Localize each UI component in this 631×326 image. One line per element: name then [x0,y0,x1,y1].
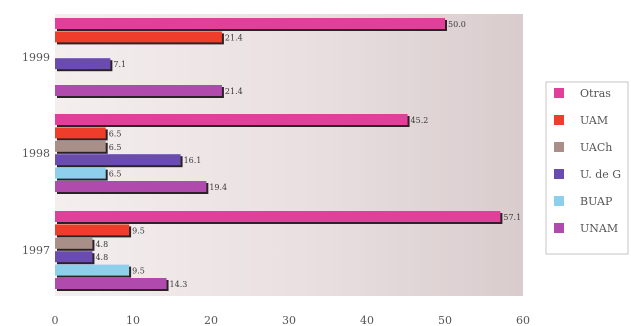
x-tick-label: 50 [438,314,452,326]
bar [55,127,106,139]
legend-label: U. de G [580,168,621,181]
bar-value-label: 4.8 [95,253,108,262]
bar-value-label: 9.5 [132,226,145,235]
value-labels-layer: 50.0 21.4 7.1 21.4 45.2 6.5 6.5 16.1 6.5 19.4 57.1… [95,20,521,289]
bar-value-label: 19.4 [209,183,227,192]
bar [55,211,501,222]
bar [55,237,93,249]
bar-value-label: 6.5 [109,129,122,138]
legend-swatch [554,142,564,152]
bar-value-label: 50.0 [448,20,466,29]
bar-value-label: 6.5 [109,170,122,179]
bar-value-label: 16.1 [184,156,202,165]
category-labels-layer: 1999 1998 1997 [22,51,50,257]
x-tick-label: 60 [516,314,530,326]
x-axis-ticks: 0 10 20 30 40 50 60 [52,314,531,326]
legend-swatch [554,115,564,125]
legend-swatch [554,196,564,206]
x-tick-label: 30 [282,314,296,326]
bar [55,181,207,192]
legend-label: Otras [580,87,611,100]
legend-swatch [554,223,564,233]
bar [55,251,93,263]
legend-swatch [554,88,564,98]
legend-label: BUAP [580,195,613,208]
bar-value-label: 9.5 [132,267,145,276]
bar-value-label: 6.5 [109,143,122,152]
bar-value-label: 4.8 [95,240,108,249]
category-label: 1999 [22,51,50,64]
bar-value-label: 57.1 [503,213,521,222]
bar [55,140,106,152]
x-tick-label: 20 [204,314,218,326]
legend-label: UNAM [580,222,618,235]
bar [55,278,167,289]
bar-value-label: 7.1 [113,60,126,69]
bar [55,224,130,236]
bar-value-label: 14.3 [170,280,188,289]
bar [55,167,106,179]
bar-value-label: 21.4 [225,87,243,96]
legend-swatch [554,169,564,179]
category-label: 1998 [22,147,50,160]
legend: Otras UAM UACh U. de G BUAP UNAM [545,81,629,255]
bar [55,114,408,125]
bar [55,58,111,70]
bar [55,85,222,96]
bars-layer [55,18,503,291]
bar [55,18,445,29]
category-label: 1997 [22,244,50,257]
bar-value-label: 21.4 [225,33,243,42]
bar [55,264,130,276]
bar-value-label: 45.2 [411,116,429,125]
bar [55,154,181,166]
x-tick-label: 40 [360,314,374,326]
x-tick-label: 0 [52,314,59,326]
bar [55,31,222,43]
legend-label: UACh [580,141,612,154]
x-tick-label: 10 [126,314,140,326]
legend-label: UAM [580,114,608,127]
